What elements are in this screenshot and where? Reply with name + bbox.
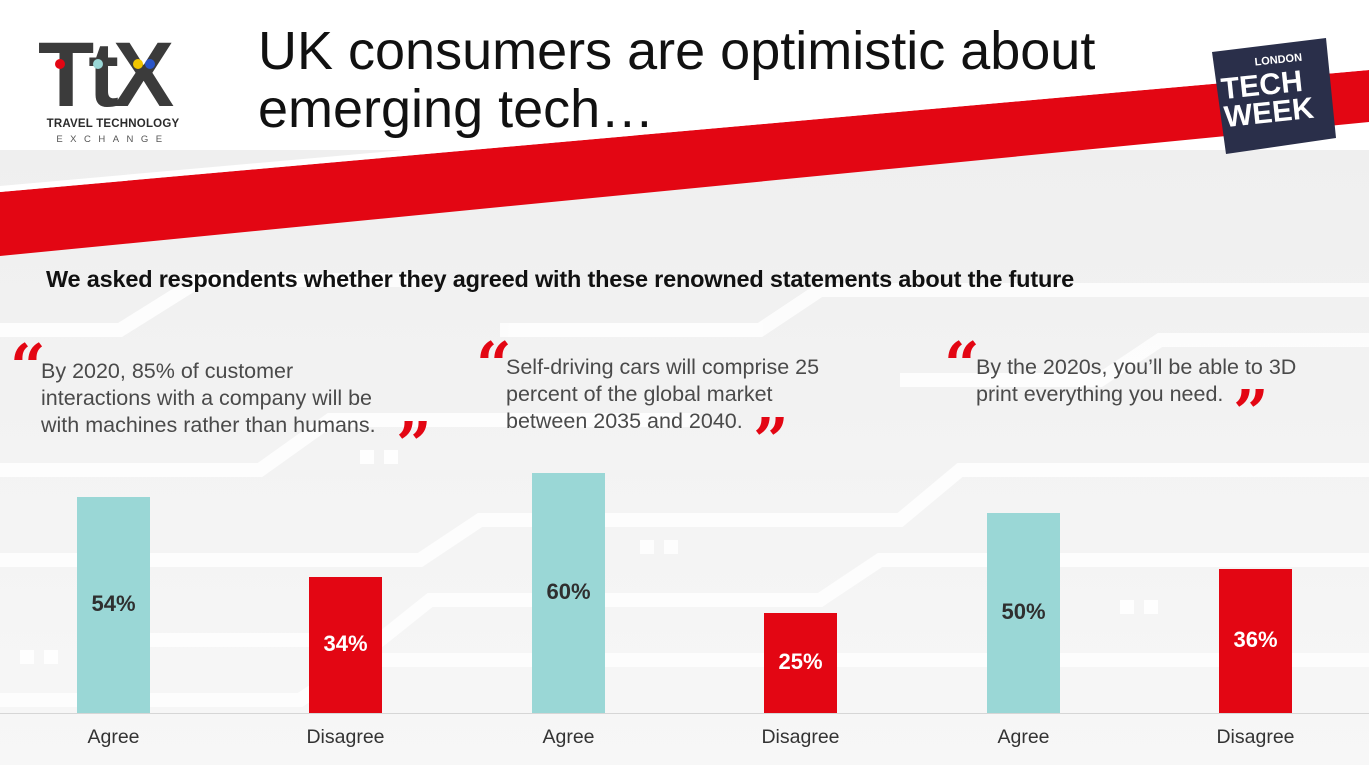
statement-2-line: percent of the global market xyxy=(506,382,773,406)
bar-value-label: 60% xyxy=(546,579,591,604)
logo-tagline: TRAVEL TECHNOLOGY xyxy=(46,118,180,130)
bar-value-label: 54% xyxy=(91,591,136,616)
category-label: Agree xyxy=(997,726,1050,748)
logo-subtagline: EXCHANGE xyxy=(56,134,170,145)
open-quote-icon: “ xyxy=(944,328,980,401)
statement-2: Self-driving cars will comprise 25 perce… xyxy=(506,354,906,435)
category-label: Agree xyxy=(542,726,595,748)
statement-1: By 2020, 85% of customer interactions wi… xyxy=(41,358,441,439)
statement-2-line: between 2035 and 2040. xyxy=(506,409,743,433)
statement-3-line: print everything you need. xyxy=(976,382,1224,406)
red-stripe xyxy=(0,70,1369,256)
statement-2-line: Self-driving cars will comprise 25 xyxy=(506,355,820,379)
category-label: Disagree xyxy=(1216,726,1295,748)
category-label: Disagree xyxy=(761,726,840,748)
ttx-logo: TtX xyxy=(38,24,180,126)
svg-text:TtX: TtX xyxy=(38,24,174,126)
badge-line-1: LONDON xyxy=(1254,52,1303,69)
circuit-dots xyxy=(20,450,1158,664)
bar-value-label: 25% xyxy=(778,649,823,674)
open-quote-icon: “ xyxy=(10,330,46,403)
title-line-2: emerging tech… xyxy=(258,79,655,139)
statement-1-line: with machines rather than humans. xyxy=(41,413,376,437)
title-line-1: UK consumers are optimistic about xyxy=(258,21,1096,81)
london-tech-week-badge: LONDON TECH WEEK xyxy=(1212,38,1336,154)
category-label: Agree xyxy=(87,726,140,748)
page-title: UK consumers are optimistic about emergi… xyxy=(258,22,1178,138)
statement-3: By the 2020s, you’ll be able to 3D print… xyxy=(976,354,1356,408)
bar-value-label: 50% xyxy=(1001,599,1046,624)
close-quote-icon: ” xyxy=(1233,376,1269,449)
bar-value-label: 34% xyxy=(323,631,368,656)
statement-1-line: interactions with a company will be xyxy=(41,386,373,410)
category-label: Disagree xyxy=(306,726,385,748)
close-quote-icon: ” xyxy=(396,408,432,481)
chart-baseline xyxy=(0,713,1369,714)
close-quote-icon: ” xyxy=(753,404,789,477)
red-stripe-edge xyxy=(0,64,1369,192)
statement-1-line: By 2020, 85% of customer xyxy=(41,359,294,383)
bar-value-label: 36% xyxy=(1233,627,1278,652)
chart-subtitle: We asked respondents whether they agreed… xyxy=(46,266,1074,292)
open-quote-icon: “ xyxy=(476,328,512,401)
statement-3-line: By the 2020s, you’ll be able to 3D xyxy=(976,355,1297,379)
